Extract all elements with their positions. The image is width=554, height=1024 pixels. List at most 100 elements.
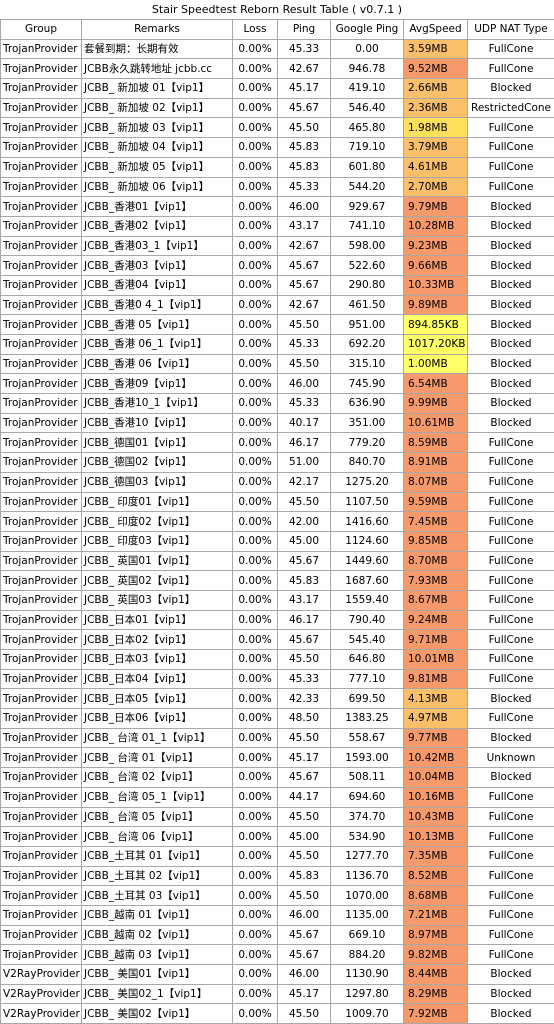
cell-group: TrojanProvider [0, 649, 82, 670]
cell-avg-speed: 7.35MB [403, 845, 468, 867]
cell-remarks: JCBB_ 台湾 01_1【vip1】 [81, 727, 233, 749]
cell-avg-speed: 2.36MB [403, 97, 468, 119]
cell-udp-nat-type: FullCone [467, 432, 554, 454]
cell-avg-speed: 7.92MB [403, 1003, 468, 1024]
cell-ping: 45.50 [277, 806, 331, 828]
cell-google-ping: 1277.70 [330, 845, 404, 867]
table-row: V2RayProvider JCBB_ 美国02【vip1】 0.00% 45.50 1… [0, 1003, 554, 1024]
table-row: TrojanProvider JCBB_ 台湾 06【vip1】 0.00% 45.0… [0, 826, 554, 847]
cell-google-ping: 461.50 [330, 294, 404, 316]
cell-group: TrojanProvider [0, 58, 82, 80]
cell-udp-nat-type: FullCone [467, 885, 554, 906]
cell-group: TrojanProvider [0, 176, 82, 198]
cell-ping: 43.17 [277, 215, 331, 237]
cell-udp-nat-type: FullCone [467, 924, 554, 946]
table-row: TrojanProvider JCBB_土耳其 02【vip1】 0.00% 45.8… [0, 865, 554, 887]
cell-udp-nat-type: FullCone [467, 452, 554, 473]
cell-group: TrojanProvider [0, 314, 82, 335]
cell-remarks: JCBB_土耳其 01【vip1】 [81, 845, 233, 867]
cell-loss: 0.00% [232, 550, 278, 572]
cell-remarks: JCBB永久跳转地址 jcbb.cc [81, 58, 233, 80]
cell-ping: 44.17 [277, 786, 331, 808]
table-row: TrojanProvider JCBB_越南 02【vip1】 0.00% 45.67… [0, 924, 554, 946]
cell-avg-speed: 4.97MB [403, 708, 468, 729]
cell-google-ping: 699.50 [330, 688, 404, 710]
cell-remarks: JCBB_香港01【vip1】 [81, 196, 233, 217]
cell-udp-nat-type: FullCone [467, 530, 554, 552]
header-remarks: Remarks [81, 19, 233, 40]
cell-ping: 42.67 [277, 235, 331, 257]
cell-udp-nat-type: FullCone [467, 649, 554, 670]
cell-avg-speed: 9.77MB [403, 727, 468, 749]
cell-google-ping: 1449.60 [330, 550, 404, 572]
cell-google-ping: 840.70 [330, 452, 404, 473]
cell-remarks: JCBB_越南 03【vip1】 [81, 944, 233, 965]
cell-avg-speed: 8.59MB [403, 432, 468, 454]
cell-udp-nat-type: Blocked [467, 412, 554, 434]
table-row: TrojanProvider JCBB_ 台湾 02【vip1】 0.00% 45.6… [0, 767, 554, 788]
cell-google-ping: 946.78 [330, 58, 404, 80]
cell-loss: 0.00% [232, 727, 278, 749]
cell-remarks: JCBB_ 台湾 05_1【vip1】 [81, 786, 233, 808]
cell-ping: 45.33 [277, 176, 331, 198]
cell-udp-nat-type: Blocked [467, 334, 554, 355]
cell-remarks: JCBB_日本05【vip1】 [81, 688, 233, 710]
cell-avg-speed: 8.29MB [403, 983, 468, 1005]
cell-ping: 42.17 [277, 471, 331, 493]
cell-google-ping: 545.40 [330, 629, 404, 650]
cell-avg-speed: 10.42MB [403, 747, 468, 769]
cell-udp-nat-type: Blocked [467, 1003, 554, 1024]
cell-ping: 46.00 [277, 964, 331, 985]
cell-loss: 0.00% [232, 747, 278, 769]
result-table: Group Remarks Loss Ping Google Ping AvgS… [0, 19, 554, 1024]
cell-ping: 46.17 [277, 609, 331, 631]
cell-remarks: JCBB_ 印度01【vip1】 [81, 491, 233, 513]
cell-ping: 46.00 [277, 196, 331, 217]
cell-group: TrojanProvider [0, 471, 82, 493]
cell-avg-speed: 2.66MB [403, 78, 468, 99]
table-row: TrojanProvider JCBB_香港03【vip1】 0.00% 45.67 5… [0, 255, 554, 276]
cell-google-ping: 741.10 [330, 215, 404, 237]
cell-loss: 0.00% [232, 117, 278, 139]
cell-group: TrojanProvider [0, 137, 82, 158]
cell-remarks: JCBB_日本06【vip1】 [81, 708, 233, 729]
cell-group: TrojanProvider [0, 530, 82, 552]
cell-ping: 45.00 [277, 826, 331, 847]
cell-avg-speed: 4.13MB [403, 688, 468, 710]
cell-remarks: JCBB_日本04【vip1】 [81, 668, 233, 690]
cell-remarks: JCBB_日本03【vip1】 [81, 649, 233, 670]
cell-remarks: JCBB_香港 06_1【vip1】 [81, 334, 233, 355]
cell-google-ping: 351.00 [330, 412, 404, 434]
cell-avg-speed: 7.93MB [403, 570, 468, 591]
cell-udp-nat-type: Blocked [467, 274, 554, 296]
cell-loss: 0.00% [232, 964, 278, 985]
cell-udp-nat-type: FullCone [467, 176, 554, 198]
cell-remarks: 套餐到期：长期有效 [81, 38, 233, 60]
cell-remarks: JCBB_ 英国03【vip1】 [81, 589, 233, 611]
cell-google-ping: 522.60 [330, 255, 404, 276]
table-row: TrojanProvider JCBB_ 新加坡 03【vip1】 0.00% 45.… [0, 117, 554, 139]
header-group: Group [0, 19, 82, 40]
cell-google-ping: 0.00 [330, 38, 404, 60]
cell-avg-speed: 3.79MB [403, 137, 468, 158]
cell-group: TrojanProvider [0, 589, 82, 611]
cell-loss: 0.00% [232, 629, 278, 650]
cell-group: TrojanProvider [0, 570, 82, 591]
cell-remarks: JCBB_ 台湾 02【vip1】 [81, 767, 233, 788]
cell-avg-speed: 9.52MB [403, 58, 468, 80]
table-row: TrojanProvider JCBB_ 印度02【vip1】 0.00% 42.00… [0, 511, 554, 532]
cell-google-ping: 374.70 [330, 806, 404, 828]
cell-ping: 45.67 [277, 255, 331, 276]
cell-group: TrojanProvider [0, 511, 82, 532]
table-row: TrojanProvider JCBB_土耳其 03【vip1】 0.00% 45.5… [0, 885, 554, 906]
cell-udp-nat-type: Blocked [467, 255, 554, 276]
cell-loss: 0.00% [232, 38, 278, 60]
cell-udp-nat-type: FullCone [467, 38, 554, 60]
cell-ping: 46.00 [277, 904, 331, 926]
cell-remarks: JCBB_香港04【vip1】 [81, 274, 233, 296]
table-row: TrojanProvider JCBB_香港02【vip1】 0.00% 43.17 7… [0, 215, 554, 237]
cell-google-ping: 315.10 [330, 353, 404, 375]
cell-group: TrojanProvider [0, 373, 82, 395]
cell-google-ping: 1275.20 [330, 471, 404, 493]
cell-avg-speed: 8.67MB [403, 589, 468, 611]
